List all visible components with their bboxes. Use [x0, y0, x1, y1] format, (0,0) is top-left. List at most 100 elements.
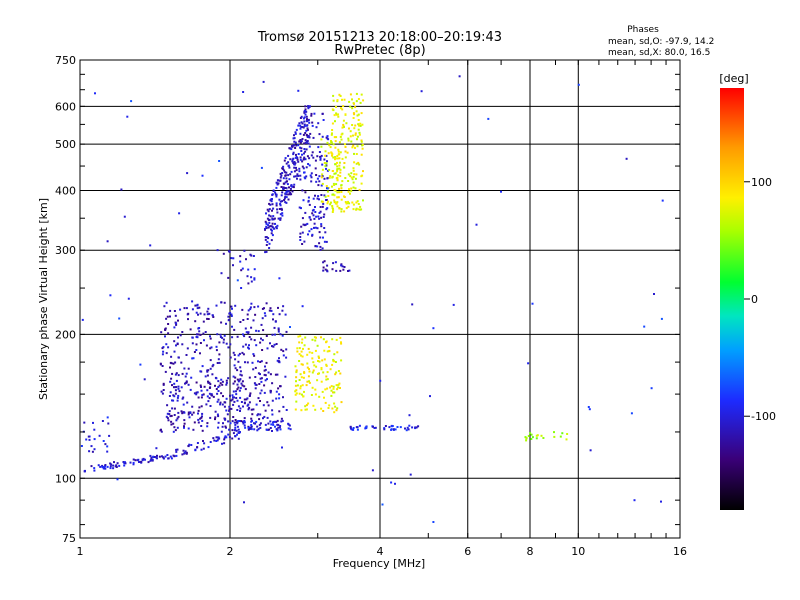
- data-point: [340, 198, 343, 201]
- data-point: [88, 438, 91, 441]
- data-point: [275, 195, 278, 198]
- data-point: [408, 414, 411, 417]
- data-point: [144, 458, 146, 461]
- data-point: [360, 140, 363, 143]
- data-point: [312, 208, 315, 211]
- data-point: [253, 278, 256, 281]
- data-point: [201, 365, 204, 368]
- data-point: [304, 158, 307, 161]
- data-point: [187, 427, 190, 430]
- data-point: [276, 224, 279, 227]
- data-point: [264, 379, 267, 382]
- data-point: [272, 227, 275, 230]
- data-point: [175, 344, 177, 347]
- data-point: [340, 191, 343, 193]
- data-point: [307, 105, 309, 108]
- data-point: [220, 430, 223, 433]
- data-point: [254, 387, 257, 390]
- data-point: [215, 349, 218, 352]
- data-point: [394, 482, 396, 485]
- data-point: [263, 307, 265, 310]
- data-point: [215, 345, 218, 348]
- data-point: [99, 465, 102, 468]
- data-point: [320, 216, 323, 219]
- data-point: [247, 427, 250, 429]
- data-point: [301, 341, 303, 344]
- data-point: [276, 211, 279, 214]
- data-point: [97, 464, 100, 467]
- data-point: [304, 191, 307, 194]
- data-point: [166, 404, 169, 407]
- data-point: [200, 396, 203, 399]
- data-point: [304, 113, 307, 116]
- data-point: [330, 385, 333, 388]
- data-point: [155, 456, 158, 459]
- data-point: [279, 218, 282, 221]
- data-point: [307, 135, 310, 137]
- data-point: [304, 108, 307, 111]
- data-point: [167, 332, 170, 335]
- data-point: [223, 436, 226, 439]
- data-point: [347, 200, 349, 203]
- data-point: [211, 373, 214, 376]
- data-point: [279, 176, 282, 179]
- data-point: [187, 367, 190, 370]
- data-point: [175, 379, 178, 382]
- data-point: [308, 145, 311, 148]
- data-point: [233, 400, 236, 403]
- data-point: [200, 405, 203, 408]
- data-point: [305, 141, 308, 144]
- data-point: [182, 403, 185, 406]
- data-point: [249, 392, 252, 395]
- data-point: [287, 198, 290, 201]
- data-point: [333, 189, 336, 191]
- data-point: [90, 445, 93, 448]
- data-point: [295, 144, 298, 147]
- data-point: [284, 171, 287, 174]
- data-point: [301, 165, 304, 168]
- data-point: [232, 375, 235, 378]
- data-point: [336, 179, 339, 182]
- data-point: [301, 160, 304, 163]
- data-point: [234, 423, 237, 426]
- data-point: [351, 107, 354, 110]
- data-point: [106, 240, 109, 243]
- data-point: [333, 353, 336, 356]
- data-point: [210, 394, 213, 397]
- data-point: [197, 409, 200, 412]
- data-point: [220, 301, 223, 304]
- data-point: [331, 185, 333, 188]
- data-point: [332, 391, 334, 394]
- data-point: [296, 173, 299, 176]
- data-point: [191, 300, 194, 303]
- data-point: [206, 317, 209, 320]
- data-point: [247, 309, 250, 312]
- data-point: [239, 321, 242, 323]
- data-point: [339, 336, 342, 339]
- data-point: [337, 115, 340, 118]
- data-point: [313, 336, 316, 339]
- data-point: [308, 368, 310, 370]
- data-point: [124, 462, 127, 465]
- data-point: [206, 310, 209, 313]
- data-point: [243, 424, 246, 427]
- data-point: [181, 397, 184, 400]
- data-point: [255, 420, 258, 423]
- data-point: [339, 175, 342, 178]
- data-point: [314, 408, 317, 411]
- data-point: [341, 157, 344, 160]
- data-point: [192, 357, 195, 360]
- data-point: [163, 305, 166, 308]
- data-point: [295, 392, 298, 395]
- data-point: [304, 150, 307, 153]
- data-point: [352, 117, 355, 119]
- data-point: [335, 136, 338, 139]
- data-point: [233, 364, 236, 367]
- data-point: [253, 339, 256, 342]
- data-point: [392, 428, 395, 431]
- data-point: [279, 179, 282, 182]
- data-point: [247, 268, 250, 271]
- data-point: [289, 326, 291, 328]
- data-point: [318, 356, 320, 359]
- data-point: [271, 198, 273, 200]
